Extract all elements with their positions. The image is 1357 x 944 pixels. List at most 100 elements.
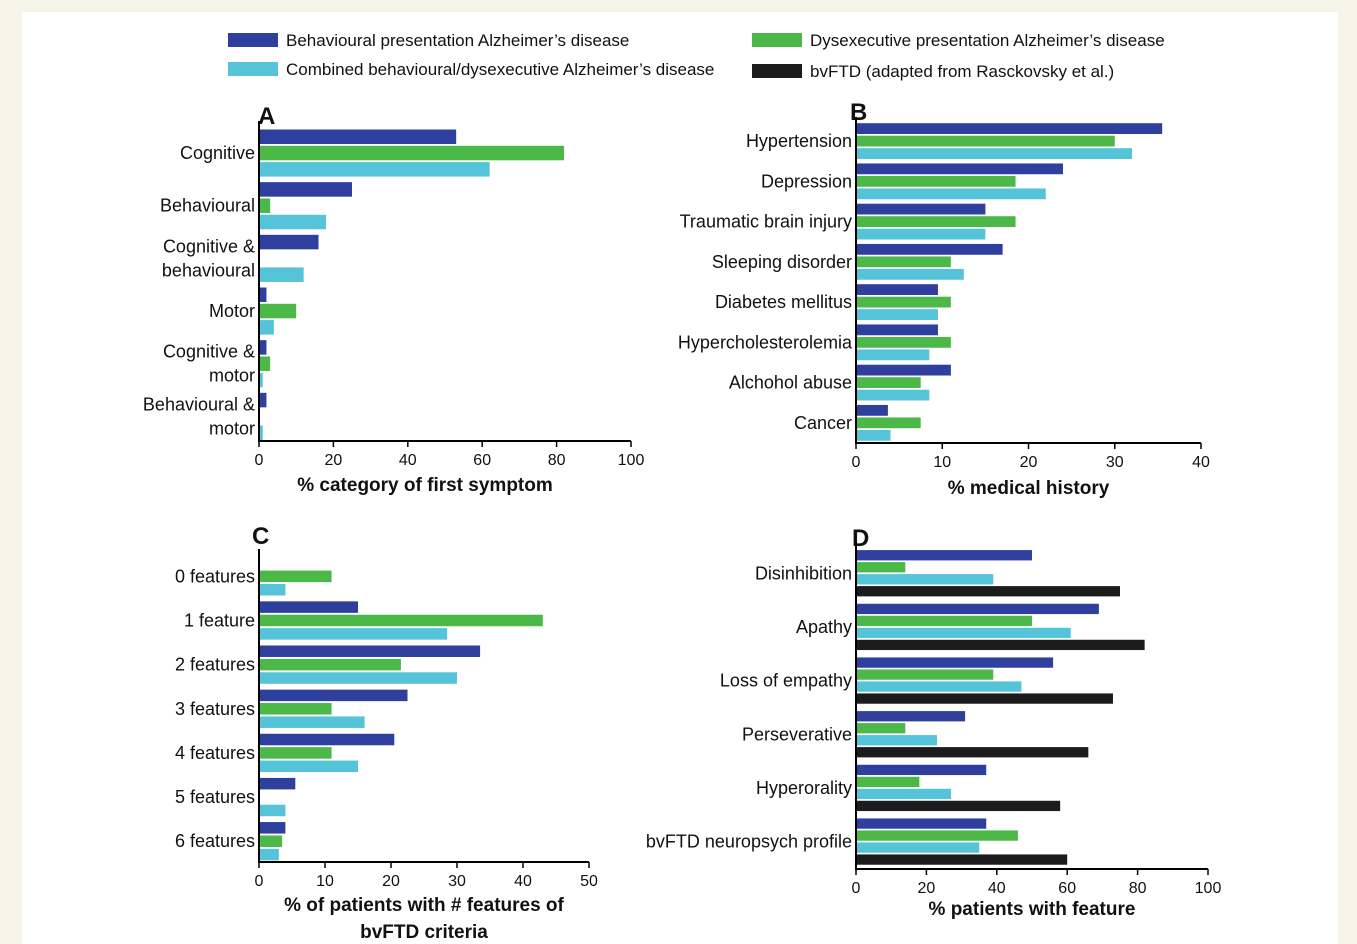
x-tick-label: 100	[618, 452, 645, 469]
bar-dysexecutive	[856, 615, 1032, 627]
x-tick-label: 50	[580, 873, 598, 890]
bar-dysexecutive	[856, 776, 920, 788]
bar-behavioural	[259, 234, 319, 250]
x-tick-label: 10	[933, 454, 951, 471]
x-tick-label: 40	[1192, 454, 1210, 471]
bar-combined	[259, 162, 490, 177]
panel-letter: D	[852, 525, 869, 552]
bar-dysexecutive	[259, 835, 283, 847]
bar-dysexecutive	[259, 747, 332, 759]
bar-combined	[259, 425, 263, 440]
panel-letter: C	[252, 523, 269, 550]
category-label: Behavioural &	[143, 394, 255, 414]
x-tick-label: 80	[548, 452, 566, 469]
category-label: bvFTD neuropsych profile	[646, 832, 852, 852]
bar-combined	[856, 148, 1132, 159]
bar-behavioural	[856, 550, 1032, 561]
x-tick-label: 20	[325, 452, 343, 469]
category-label: 5 features	[175, 787, 255, 807]
category-label: 0 features	[175, 566, 255, 586]
bar-behavioural	[856, 324, 938, 336]
category-label: 4 features	[175, 743, 255, 763]
panel-letter: A	[258, 103, 275, 130]
bar-dysexecutive	[259, 614, 543, 627]
bar-behavioural	[856, 243, 1003, 255]
bar-behavioural	[259, 645, 481, 657]
bar-combined	[259, 804, 286, 817]
bar-combined	[856, 389, 930, 401]
x-tick-label: 40	[988, 880, 1006, 897]
bar-combined	[856, 735, 937, 746]
bar-behavioural	[259, 733, 395, 746]
category-label: Perseverative	[742, 724, 852, 744]
bar-dysexecutive	[856, 377, 921, 388]
bar-behavioural	[259, 340, 267, 355]
x-tick-label: 0	[255, 873, 264, 890]
x-tick-label: 30	[448, 873, 466, 890]
x-tick-label: 20	[918, 880, 936, 897]
category-label: Motor	[209, 301, 255, 321]
legend-label-bvftd: bvFTD (adapted from Rasckovsky et al.)	[810, 62, 1114, 81]
category-label: Cognitive &	[163, 236, 255, 256]
bar-combined	[856, 574, 994, 585]
bar-combined	[259, 628, 448, 640]
legend-swatch-behavioural	[228, 33, 278, 47]
bar-behavioural	[856, 284, 938, 295]
bar-behavioural	[259, 822, 286, 834]
bar-behavioural	[856, 764, 987, 776]
bar-behavioural	[259, 287, 267, 302]
x-tick-label: 40	[399, 452, 417, 469]
x-axis-title: % patients with feature	[929, 899, 1136, 920]
bar-dysexecutive	[259, 303, 297, 319]
bar-dysexecutive	[856, 216, 1016, 227]
x-tick-label: 0	[852, 454, 861, 471]
bar-dysexecutive	[856, 336, 951, 348]
bar-behavioural	[259, 777, 296, 790]
x-tick-label: 20	[382, 873, 400, 890]
bar-combined	[259, 320, 274, 335]
panel-letter: B	[850, 99, 867, 126]
x-tick-label: 60	[473, 452, 491, 469]
bar-dysexecutive	[856, 723, 906, 734]
bar-behavioural	[259, 392, 267, 408]
x-tick-label: 20	[1020, 454, 1038, 471]
bar-combined	[856, 349, 930, 361]
bar-behavioural	[259, 689, 408, 702]
bar-combined	[259, 848, 279, 861]
panel-b: B Hypertension Depression Traumatic brain i…	[678, 99, 1210, 499]
bar-dysexecutive	[856, 256, 951, 268]
legend-label-behavioural: Behavioural presentation Alzheimer’s dis…	[286, 31, 629, 50]
legend-swatch-bvftd	[752, 64, 802, 78]
category-label: Hypertension	[746, 131, 852, 151]
bar-behavioural	[856, 364, 951, 376]
category-label: Disinhibition	[755, 563, 852, 583]
bar-bvftd	[856, 747, 1089, 758]
category-label: Behavioural	[160, 196, 255, 216]
category-label: Cognitive &	[163, 342, 255, 362]
bar-behavioural	[856, 123, 1163, 134]
legend-label-combined: Combined behavioural/dysexecutive Alzhei…	[286, 60, 714, 79]
bar-behavioural	[856, 603, 1099, 615]
x-tick-label: 60	[1058, 880, 1076, 897]
category-label: 2 features	[175, 655, 255, 675]
bar-combined	[856, 228, 986, 240]
bar-dysexecutive	[856, 417, 921, 429]
x-tick-label: 30	[1106, 454, 1124, 471]
bar-combined	[856, 309, 938, 320]
bar-bvftd	[856, 693, 1113, 704]
bar-dysexecutive	[259, 356, 271, 371]
category-label: Hypercholesterolemia	[678, 332, 853, 352]
legend-swatch-combined	[228, 62, 278, 76]
bar-bvftd	[856, 854, 1068, 865]
x-tick-label: 0	[852, 880, 861, 897]
bar-combined	[259, 584, 286, 596]
category-label: Loss of empathy	[720, 671, 852, 691]
category-label: Depression	[761, 171, 852, 191]
bar-dysexecutive	[856, 175, 1016, 187]
bar-behavioural	[856, 711, 966, 722]
bar-behavioural	[856, 657, 1054, 668]
x-axis-title: % category of first symptom	[297, 475, 553, 496]
bar-combined	[259, 760, 358, 773]
